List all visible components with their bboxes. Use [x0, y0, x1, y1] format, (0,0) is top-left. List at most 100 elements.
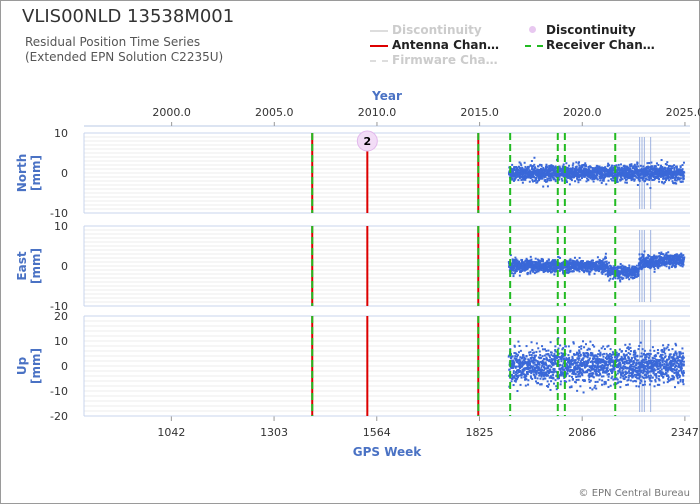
data-point — [681, 168, 684, 171]
data-point — [578, 357, 581, 360]
data-point — [529, 351, 532, 354]
data-point — [641, 178, 644, 181]
data-point — [606, 174, 609, 177]
data-point — [540, 165, 543, 168]
data-point — [614, 378, 617, 381]
data-point — [627, 355, 630, 358]
data-point — [549, 375, 552, 378]
data-point — [573, 371, 576, 374]
discontinuity-dot-label: 2 — [363, 135, 371, 148]
data-point — [524, 268, 527, 271]
data-point — [675, 262, 678, 265]
data-point — [536, 263, 539, 266]
data-point — [640, 167, 643, 170]
data-point — [579, 263, 582, 266]
data-point — [680, 171, 683, 174]
data-point — [611, 173, 614, 176]
data-point — [632, 370, 635, 373]
data-point — [606, 263, 609, 266]
data-point — [533, 355, 536, 358]
data-point — [602, 179, 605, 182]
data-point — [598, 358, 601, 361]
data-point — [513, 375, 516, 378]
data-point — [538, 374, 541, 377]
data-point — [638, 176, 641, 179]
data-point — [571, 166, 574, 169]
legend-swatch-receiver — [525, 45, 543, 47]
data-point — [514, 260, 517, 263]
data-point — [631, 371, 634, 374]
data-point — [645, 170, 648, 173]
data-point — [663, 181, 666, 184]
data-point — [677, 263, 680, 266]
data-point — [652, 259, 655, 262]
bottom-axis-tick-label: 2086 — [568, 426, 596, 439]
data-point — [656, 263, 659, 266]
data-point — [520, 164, 523, 167]
data-point — [539, 177, 542, 180]
data-point — [606, 345, 609, 348]
data-point — [635, 176, 638, 179]
data-point — [538, 368, 541, 371]
data-point — [596, 380, 599, 383]
data-point — [581, 379, 584, 382]
data-point — [621, 272, 624, 275]
data-point — [616, 166, 619, 169]
data-point — [586, 348, 589, 351]
data-point — [545, 356, 548, 359]
data-point — [560, 169, 563, 172]
data-point — [545, 358, 548, 361]
data-point — [590, 351, 593, 354]
data-point — [637, 171, 640, 174]
data-point — [534, 375, 537, 378]
data-point — [595, 358, 598, 361]
legend-swatch-discontinuity-dot — [529, 26, 536, 33]
data-point — [623, 177, 626, 180]
data-point — [593, 345, 596, 348]
data-point — [551, 371, 554, 374]
data-point — [518, 363, 521, 366]
data-point — [635, 166, 638, 169]
data-point — [567, 369, 570, 372]
data-point — [524, 373, 527, 376]
data-point — [527, 358, 530, 361]
data-point — [578, 270, 581, 273]
data-point — [534, 377, 537, 380]
data-point — [514, 169, 517, 172]
data-point — [585, 355, 588, 358]
data-point — [681, 265, 684, 268]
data-point — [512, 175, 515, 178]
data-point — [599, 353, 602, 356]
data-point — [539, 383, 542, 386]
data-point — [595, 362, 598, 365]
data-point — [632, 380, 635, 383]
data-point — [548, 261, 551, 264]
data-point — [545, 364, 548, 367]
data-point — [563, 175, 566, 178]
data-point — [589, 361, 592, 364]
data-point — [567, 354, 570, 357]
data-point — [585, 267, 588, 270]
data-point — [588, 273, 591, 276]
data-point — [569, 168, 572, 171]
data-point — [633, 179, 636, 182]
data-point — [519, 383, 522, 386]
data-point — [514, 366, 517, 369]
data-point — [537, 171, 540, 174]
data-point — [535, 380, 538, 383]
data-point — [521, 360, 524, 363]
data-point — [532, 171, 535, 174]
data-point — [631, 375, 634, 378]
data-point — [598, 262, 601, 265]
data-point — [519, 170, 522, 173]
data-point — [608, 175, 611, 178]
data-point — [513, 267, 516, 270]
data-point — [528, 351, 531, 354]
data-point — [516, 377, 519, 380]
data-point — [577, 171, 580, 174]
data-point — [640, 266, 643, 269]
data-point — [673, 168, 676, 171]
data-point — [610, 178, 613, 181]
data-point — [611, 360, 614, 363]
